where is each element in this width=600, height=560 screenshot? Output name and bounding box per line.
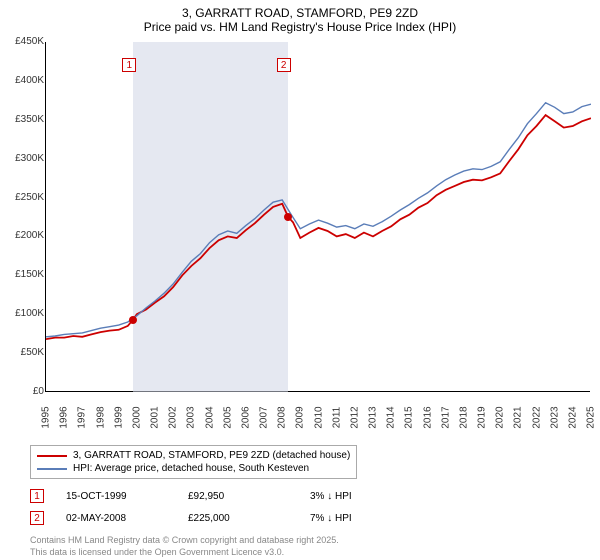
marker-box-1: 1 xyxy=(122,58,136,72)
y-tick-label: £50K xyxy=(6,347,44,358)
legend-label: HPI: Average price, detached house, Sout… xyxy=(73,463,309,474)
y-tick-label: £100K xyxy=(6,308,44,319)
transaction-price: £225,000 xyxy=(188,513,288,524)
x-tick-label: 2010 xyxy=(313,398,324,438)
x-tick-label: 2019 xyxy=(477,398,488,438)
marker-dot-1 xyxy=(129,316,137,324)
transaction-date: 02-MAY-2008 xyxy=(66,513,166,524)
marker-dot-2 xyxy=(284,213,292,221)
x-tick-label: 2002 xyxy=(168,398,179,438)
y-tick-label: £200K xyxy=(6,230,44,241)
chart-area: £0£50K£100K£150K£200K£250K£300K£350K£400… xyxy=(45,42,590,417)
x-tick-label: 2022 xyxy=(531,398,542,438)
x-tick-label: 2014 xyxy=(386,398,397,438)
footer-line1: Contains HM Land Registry data © Crown c… xyxy=(30,535,570,547)
transaction-row: 1 15-OCT-1999 £92,950 3% ↓ HPI xyxy=(30,485,570,507)
x-tick-label: 2012 xyxy=(349,398,360,438)
series-line-hpi xyxy=(46,103,591,337)
line-layer xyxy=(46,42,591,392)
x-tick-label: 1998 xyxy=(95,398,106,438)
legend-item: HPI: Average price, detached house, Sout… xyxy=(37,462,350,475)
x-tick-label: 2018 xyxy=(458,398,469,438)
title-line2: Price paid vs. HM Land Registry's House … xyxy=(0,20,600,34)
footer-line2: This data is licensed under the Open Gov… xyxy=(30,547,570,559)
title-line1: 3, GARRATT ROAD, STAMFORD, PE9 2ZD xyxy=(0,6,600,20)
x-tick-label: 2007 xyxy=(259,398,270,438)
transaction-delta: 7% ↓ HPI xyxy=(310,513,352,524)
legend-area: 3, GARRATT ROAD, STAMFORD, PE9 2ZD (deta… xyxy=(30,445,570,558)
x-tick-label: 2011 xyxy=(331,398,342,438)
legend-label: 3, GARRATT ROAD, STAMFORD, PE9 2ZD (deta… xyxy=(73,450,350,461)
transaction-row: 2 02-MAY-2008 £225,000 7% ↓ HPI xyxy=(30,507,570,529)
x-tick-label: 2009 xyxy=(295,398,306,438)
x-tick-label: 2020 xyxy=(495,398,506,438)
y-tick-label: £350K xyxy=(6,114,44,125)
x-tick-label: 2016 xyxy=(422,398,433,438)
x-tick-label: 2021 xyxy=(513,398,524,438)
x-tick-label: 2024 xyxy=(567,398,578,438)
legend-box: 3, GARRATT ROAD, STAMFORD, PE9 2ZD (deta… xyxy=(30,445,357,479)
x-tick-label: 2001 xyxy=(150,398,161,438)
x-tick-label: 1995 xyxy=(41,398,52,438)
y-tick-label: £250K xyxy=(6,192,44,203)
x-tick-label: 2006 xyxy=(240,398,251,438)
x-tick-label: 2000 xyxy=(131,398,142,438)
x-tick-label: 2004 xyxy=(204,398,215,438)
x-tick-label: 2015 xyxy=(404,398,415,438)
transaction-marker: 2 xyxy=(30,511,44,525)
x-tick-label: 2005 xyxy=(222,398,233,438)
x-tick-label: 2023 xyxy=(549,398,560,438)
legend-item: 3, GARRATT ROAD, STAMFORD, PE9 2ZD (deta… xyxy=(37,449,350,462)
x-tick-label: 1997 xyxy=(77,398,88,438)
legend-swatch xyxy=(37,455,67,457)
marker-box-2: 2 xyxy=(277,58,291,72)
chart-title: 3, GARRATT ROAD, STAMFORD, PE9 2ZD Price… xyxy=(0,0,600,36)
x-tick-label: 2025 xyxy=(586,398,597,438)
footer-attribution: Contains HM Land Registry data © Crown c… xyxy=(30,535,570,558)
plot-region: £0£50K£100K£150K£200K£250K£300K£350K£400… xyxy=(45,42,590,392)
transaction-rows: 1 15-OCT-1999 £92,950 3% ↓ HPI 2 02-MAY-2008 £… xyxy=(30,485,570,529)
transaction-delta: 3% ↓ HPI xyxy=(310,491,352,502)
legend-swatch xyxy=(37,468,67,470)
transaction-price: £92,950 xyxy=(188,491,288,502)
x-tick-label: 1999 xyxy=(113,398,124,438)
y-tick-label: £400K xyxy=(6,75,44,86)
transaction-date: 15-OCT-1999 xyxy=(66,491,166,502)
y-tick-label: £450K xyxy=(6,36,44,47)
transaction-marker: 1 xyxy=(30,489,44,503)
y-tick-label: £150K xyxy=(6,269,44,280)
x-tick-label: 2008 xyxy=(277,398,288,438)
y-tick-label: £300K xyxy=(6,153,44,164)
x-tick-label: 2017 xyxy=(440,398,451,438)
x-tick-label: 1996 xyxy=(59,398,70,438)
y-tick-label: £0 xyxy=(6,386,44,397)
x-tick-label: 2003 xyxy=(186,398,197,438)
x-tick-label: 2013 xyxy=(368,398,379,438)
